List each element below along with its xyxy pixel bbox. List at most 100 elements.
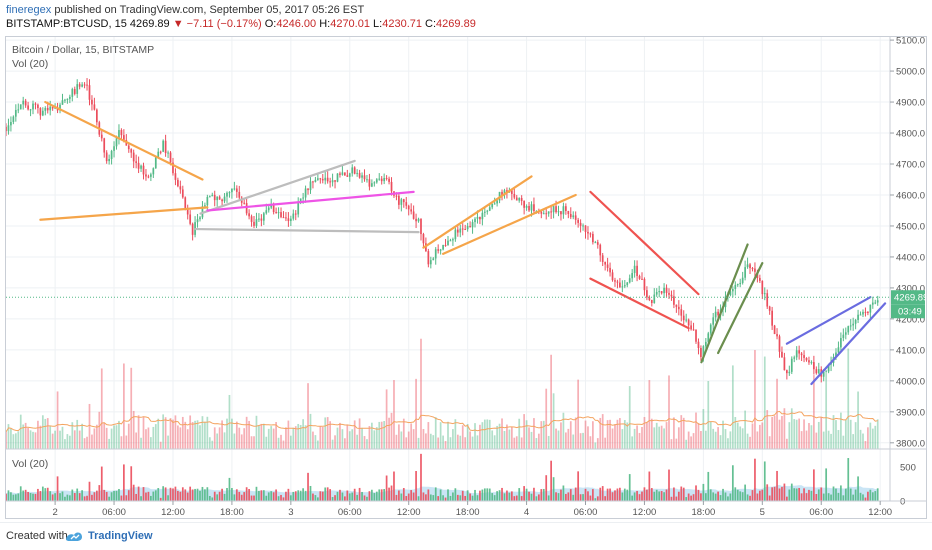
price-axis[interactable]: 3800.0 3900.0 4000.0 4100.0 4200.0 4300.0 4400… [889,36,928,508]
volume-pane-bar [471,495,474,501]
candle-body [795,350,798,358]
volume-bar [572,434,575,449]
volume-bar [388,417,390,449]
price-chart[interactable]: 3800.0 3900.0 4000.0 4100.0 4200.0 4300.0 4400… [5,36,928,518]
volume-pane-bar [233,494,236,501]
candle-body [611,272,614,281]
volume-pane-bar [820,487,823,501]
volume-pane-bar [61,491,64,501]
volume-pane-bar [73,493,76,501]
volume-bar [761,422,764,449]
volume-pane-bar [488,488,491,501]
candle-body [429,260,432,265]
candle-body [405,202,408,206]
chart-frame[interactable]: 3800.0 3900.0 4000.0 4100.0 4200.0 4300.0 4400… [5,36,928,519]
candle-body [334,180,336,182]
time-axis[interactable]: 2 06:00 12:00 18:00 3 06:00 12:00 18:00 4 06:00 12… [6,500,926,518]
volume-pane-bar [867,491,869,501]
volume-bar [22,424,25,449]
candle-body [24,100,27,106]
volume-pane-bar [606,488,609,501]
volume-bar [825,372,828,449]
volume-bar [113,425,115,449]
volume-pane-bar [862,494,864,501]
candle-body [398,195,400,205]
candle-body [282,217,285,219]
volume-bar [623,420,626,449]
volume-pane-bar [19,486,22,501]
volume-pane-bar [29,493,32,501]
volume-bar [695,412,697,449]
candle-body [685,319,688,321]
volume-bar [840,412,842,449]
volume-pane-bar [223,493,226,501]
candle-body [459,228,462,233]
candle-body [142,165,145,175]
volume-pane-bar [565,493,567,501]
volume-bar [758,424,761,449]
trendlines[interactable] [39,100,887,386]
candle-body [523,201,525,208]
volume-bar [518,418,521,449]
volume-bar [601,414,604,449]
volume-pane-bar [336,491,339,501]
volume-bar [339,422,341,449]
volume-pane-bar [579,494,582,501]
volume-pane-bar [17,493,20,501]
volume-pane-bar [282,497,285,501]
candle-body [110,150,113,160]
price-tick-label: 4400.0 [896,252,925,263]
volume-bar [64,439,66,449]
volume-bar [510,426,513,449]
price-change: ▼ −7.11 (−0.17%) [172,18,262,30]
candle-body [442,244,444,250]
footer: Created with TradingView [0,522,932,550]
volume-bar [479,424,481,449]
volume-bar [857,391,859,449]
volume-pane-bar [805,493,808,501]
candle-body [474,218,476,223]
volume-bar [574,417,577,449]
volume-bar [562,412,565,449]
volume-pane-bar [643,487,646,501]
volume-pane-bar [670,496,673,501]
volume-bar [287,420,290,449]
volume-bar [569,421,572,449]
candle-body [78,84,81,87]
candle-body [91,99,93,105]
volume-bar [707,381,710,449]
volume-pane-bar [37,488,39,501]
volume-bar [380,421,383,449]
volume-bar [299,424,302,449]
vol-pane-label: Vol (20) [12,458,48,470]
candle-body [34,103,37,105]
volume-pane-bar [34,493,37,501]
candle-body [817,369,820,374]
candle-body [606,264,609,268]
volume-pane-bar [390,485,393,501]
candle-body [253,221,255,226]
volume-pane-bar [98,485,101,501]
candle-body [41,110,44,116]
volume-pane-bar [120,495,123,501]
trendline [194,227,420,234]
tradingview-brand-link[interactable]: TradingView [88,530,153,542]
candle-body [243,202,246,204]
author-link[interactable]: fineregex [6,4,52,16]
volume-bar [471,436,474,449]
candle-body [51,106,54,109]
volume-pane-bar [542,488,545,501]
volume-pane-bar [371,489,373,501]
volume-pane-bar [270,491,273,501]
tradingview-logo-icon[interactable] [64,529,84,543]
volume-bar [491,430,494,449]
volume-pane-bar [781,486,783,501]
volume-pane-bar [503,493,506,501]
volume-pane-bar [321,491,324,501]
volume-pane-bar [105,491,108,501]
volume-bar [533,418,535,449]
candle-body [476,216,479,219]
candle-body [515,197,518,201]
volume-pane-bar [363,495,366,501]
candle-body [579,222,582,226]
